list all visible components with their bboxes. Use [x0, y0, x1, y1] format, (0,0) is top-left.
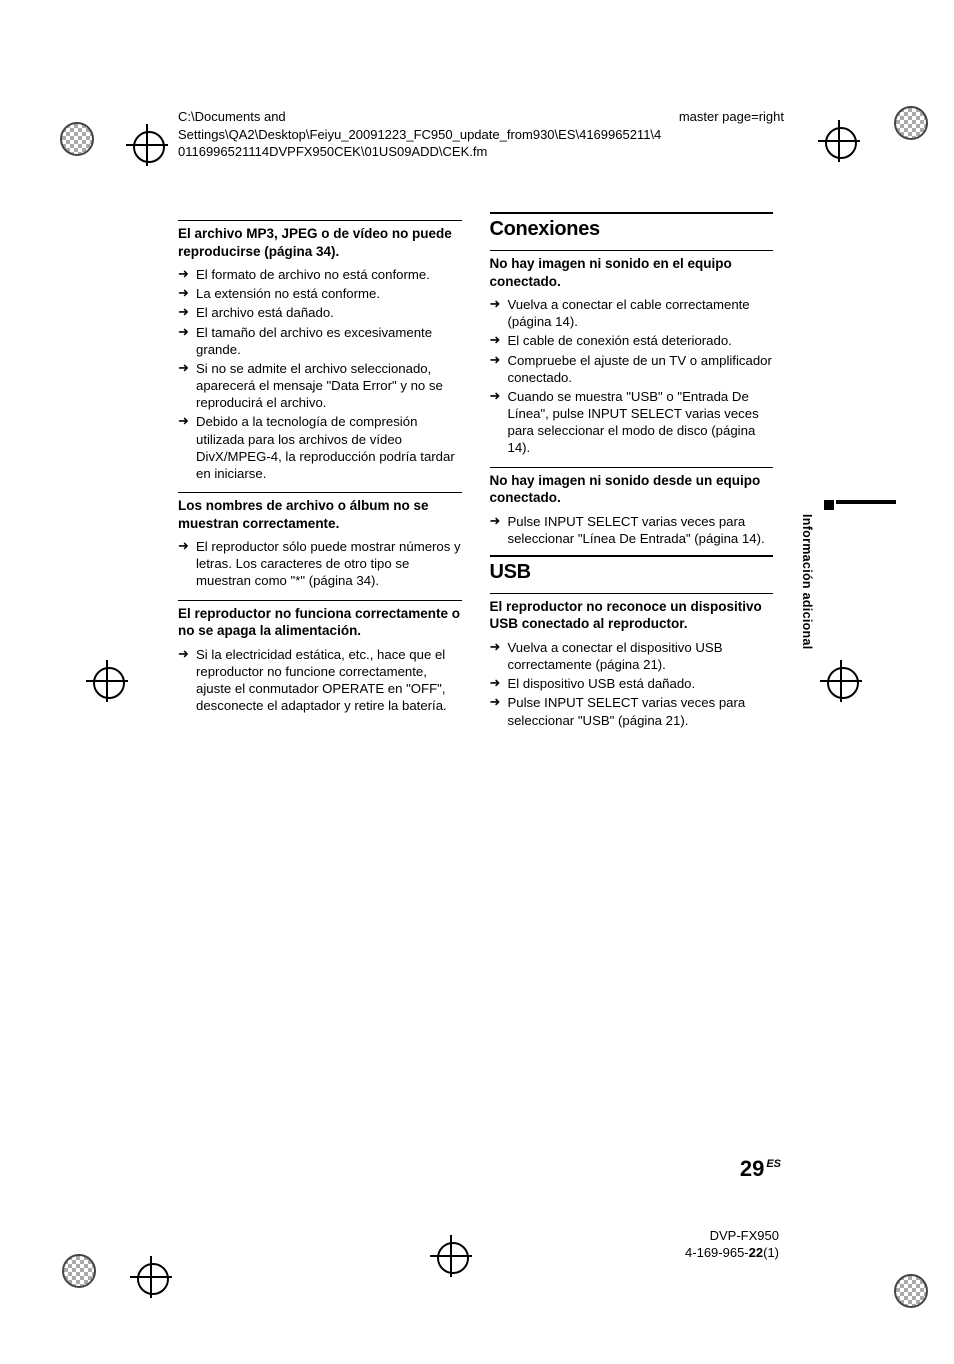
footer: DVP-FX950 4-169-965-22(1): [685, 1227, 779, 1262]
section-big-heading: USB: [490, 555, 774, 585]
crosshair-icon: [126, 124, 168, 166]
section-conexiones: Conexiones No hay imagen ni sonido en el…: [490, 212, 774, 459]
footer-doc-c: (1): [763, 1245, 779, 1260]
crosshair-icon: [818, 120, 860, 162]
header-master: master page=right: [679, 108, 784, 126]
registration-mark-icon: [894, 1274, 928, 1308]
section-no-image-connected: No hay imagen ni sonido desde un equipo …: [490, 467, 774, 549]
bullet-item: La extensión no está conforme.: [196, 285, 462, 304]
page-number-suffix: ES: [766, 1158, 781, 1170]
header-path: C:\Documents and: [178, 108, 286, 126]
footer-docnum: 4-169-965-22(1): [685, 1244, 779, 1262]
bullet-item: Si no se admite el archivo seleccionado,…: [196, 360, 462, 413]
footer-doc-a: 4-169-965-: [685, 1245, 749, 1260]
bullet-item: Vuelva a conectar el cable correctamente…: [508, 296, 774, 332]
section-filenames: Los nombres de archivo o álbum no se mue…: [178, 492, 462, 592]
bullet-item: El dispositivo USB está dañado.: [508, 675, 774, 694]
section-heading: El reproductor no reconoce un dispositiv…: [490, 598, 774, 633]
section-big-heading: Conexiones: [490, 212, 774, 242]
side-marker: [836, 500, 896, 504]
section-poweroff: El reproductor no funciona correctamente…: [178, 600, 462, 717]
crosshair-icon: [86, 660, 128, 702]
side-tab-label: Información adicional: [800, 514, 814, 650]
header-path-2: Settings\QA2\Desktop\Feiyu_20091223_FC95…: [178, 126, 784, 144]
footer-model: DVP-FX950: [685, 1227, 779, 1245]
bullet-item: El formato de archivo no está conforme.: [196, 266, 462, 285]
section-heading: Los nombres de archivo o álbum no se mue…: [178, 497, 462, 532]
registration-mark-icon: [62, 1254, 96, 1288]
registration-mark-icon: [60, 122, 94, 156]
registration-mark-icon: [894, 106, 928, 140]
bullet-item: Debido a la tecnología de compresión uti…: [196, 413, 462, 484]
bullet-item: El cable de conexión está deteriorado.: [508, 332, 774, 351]
bullet-item: Pulse INPUT SELECT varias veces para sel…: [508, 513, 774, 549]
bullet-item: Compruebe el ajuste de un TV o amplifica…: [508, 352, 774, 388]
bullet-item: El archivo está dañado.: [196, 304, 462, 323]
section-heading: No hay imagen ni sonido desde un equipo …: [490, 472, 774, 507]
bullet-item: Vuelva a conectar el dispositivo USB cor…: [508, 639, 774, 675]
section-heading: El reproductor no funciona correctamente…: [178, 605, 462, 640]
bullet-item: El reproductor sólo puede mostrar número…: [196, 538, 462, 591]
crosshair-icon: [130, 1256, 172, 1298]
crosshair-icon: [820, 660, 862, 702]
header-path-3: 0116996521114DVPFX950CEK\01US09ADD\CEK.f…: [178, 143, 784, 161]
section-mp3-jpeg: El archivo MP3, JPEG o de vídeo no puede…: [178, 220, 462, 484]
bullet-item: El tamaño del archivo es excesivamente g…: [196, 324, 462, 360]
side-marker: [824, 500, 834, 510]
crosshair-icon: [430, 1235, 472, 1277]
page-number-value: 29: [740, 1156, 764, 1181]
page-number: 29ES: [740, 1156, 779, 1182]
section-heading: No hay imagen ni sonido en el equipo con…: [490, 255, 774, 290]
body-content: El archivo MP3, JPEG o de vídeo no puede…: [178, 212, 773, 731]
page: C:\Documents and master page=right Setti…: [0, 0, 954, 1364]
bullet-item: Si la electricidad estática, etc., hace …: [196, 646, 462, 717]
section-heading: El archivo MP3, JPEG o de vídeo no puede…: [178, 225, 462, 260]
bullet-item: Cuando se muestra "USB" o "Entrada De Lí…: [508, 388, 774, 459]
print-header: C:\Documents and master page=right Setti…: [178, 108, 784, 161]
section-usb: USB El reproductor no reconoce un dispos…: [490, 555, 774, 731]
footer-doc-b: 22: [749, 1245, 763, 1260]
bullet-item: Pulse INPUT SELECT varias veces para sel…: [508, 694, 774, 730]
